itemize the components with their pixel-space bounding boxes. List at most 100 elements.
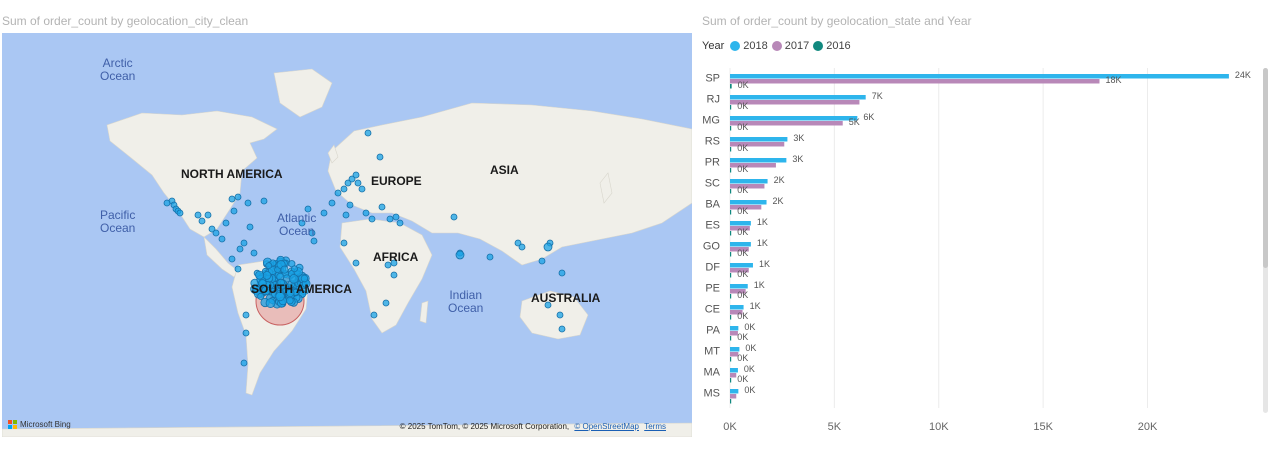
city-bubble[interactable]	[265, 262, 273, 270]
bar-2017[interactable]	[730, 331, 738, 336]
city-bubble[interactable]	[255, 270, 265, 280]
city-bubble[interactable]	[354, 179, 362, 187]
bubble-map[interactable]: NORTH AMERICA EUROPE ASIA AFRICA SOUTH A…	[2, 33, 692, 437]
city-bubble[interactable]	[384, 261, 392, 269]
city-bubble[interactable]	[320, 209, 328, 217]
bar-2016[interactable]	[730, 168, 732, 173]
city-bubble[interactable]	[228, 195, 236, 203]
chart-scrollbar-thumb[interactable]	[1263, 68, 1268, 268]
city-bubble[interactable]	[518, 243, 526, 251]
bar-2017[interactable]	[730, 163, 776, 168]
city-bubble[interactable]	[340, 185, 348, 193]
city-bubble[interactable]	[378, 203, 386, 211]
bar-2017[interactable]	[730, 289, 746, 294]
terms-link[interactable]: Terms	[644, 422, 666, 431]
city-bubble[interactable]	[390, 259, 398, 267]
bar-2017[interactable]	[730, 79, 1100, 84]
city-bubble[interactable]	[286, 288, 295, 298]
bar-2016[interactable]	[730, 399, 732, 404]
city-bubble[interactable]	[556, 311, 564, 319]
bar-2018[interactable]	[730, 95, 866, 100]
city-bubble[interactable]	[455, 250, 465, 260]
city-bubble[interactable]	[258, 279, 267, 288]
bar-2018[interactable]	[730, 74, 1229, 79]
city-bubble[interactable]	[310, 237, 318, 245]
city-bubble[interactable]	[176, 209, 184, 217]
city-bubble[interactable]	[234, 193, 242, 201]
city-bubble[interactable]	[236, 245, 244, 253]
bar-2016[interactable]	[730, 147, 732, 152]
bar-2017[interactable]	[730, 373, 737, 378]
bar-2016[interactable]	[730, 273, 732, 278]
city-bubble[interactable]	[390, 271, 398, 279]
bar-2018[interactable]	[730, 263, 753, 268]
bar-2018[interactable]	[730, 389, 739, 394]
city-bubble[interactable]	[304, 205, 312, 213]
bar-2016[interactable]	[730, 294, 732, 299]
city-bubble[interactable]	[334, 189, 342, 197]
bar-2018[interactable]	[730, 242, 751, 247]
bar-2017[interactable]	[730, 247, 749, 252]
bar-2018[interactable]	[730, 221, 751, 226]
city-bubble[interactable]	[352, 259, 360, 267]
bar-2018[interactable]	[730, 305, 744, 310]
bar-2018[interactable]	[730, 326, 739, 331]
bar-2017[interactable]	[730, 394, 737, 399]
city-bubble[interactable]	[242, 329, 250, 337]
city-bubble[interactable]	[382, 299, 390, 307]
city-bubble[interactable]	[342, 211, 350, 219]
city-bubble[interactable]	[308, 229, 316, 237]
city-bubble[interactable]	[222, 219, 230, 227]
city-bubble[interactable]	[340, 239, 348, 247]
city-bubble[interactable]	[558, 269, 566, 277]
city-bubble[interactable]	[212, 229, 220, 237]
legend-item-2018[interactable]: 2018	[730, 40, 768, 52]
bar-2016[interactable]	[730, 252, 732, 257]
city-bubble[interactable]	[386, 215, 394, 223]
bar-2016[interactable]	[730, 189, 732, 194]
bar-2016[interactable]	[730, 231, 732, 236]
city-bubble[interactable]	[362, 209, 370, 217]
bar-2018[interactable]	[730, 158, 787, 163]
legend-item-2016[interactable]: 2016	[813, 40, 851, 52]
city-bubble[interactable]	[240, 239, 248, 247]
city-bubble[interactable]	[348, 175, 356, 183]
city-bubble[interactable]	[358, 185, 366, 193]
city-bubble[interactable]	[352, 171, 360, 179]
city-bubble[interactable]	[252, 284, 260, 293]
openstreetmap-link[interactable]: © OpenStreetMap	[574, 422, 639, 431]
bar-2017[interactable]	[730, 310, 743, 315]
city-bubble[interactable]	[285, 296, 294, 305]
bar-2018[interactable]	[730, 284, 748, 289]
city-bubble[interactable]	[198, 217, 206, 225]
bar-2016[interactable]	[730, 357, 732, 362]
city-bubble[interactable]	[163, 199, 171, 207]
city-bubble[interactable]	[344, 179, 352, 187]
city-bubble[interactable]	[250, 249, 258, 257]
bar-2018[interactable]	[730, 368, 738, 373]
city-bubble[interactable]	[228, 255, 236, 263]
city-bubble[interactable]	[277, 278, 285, 287]
bar-2016[interactable]	[730, 126, 732, 131]
map-canvas[interactable]	[2, 33, 692, 437]
bar-2017[interactable]	[730, 100, 860, 105]
bar-2016[interactable]	[730, 84, 732, 89]
city-bubble[interactable]	[543, 242, 553, 252]
city-bubble[interactable]	[240, 359, 248, 367]
city-bubble[interactable]	[261, 286, 271, 296]
city-bubble[interactable]	[370, 311, 378, 319]
legend-item-2017[interactable]: 2017	[771, 40, 809, 52]
city-bubble[interactable]	[260, 197, 268, 205]
city-bubble[interactable]	[230, 207, 238, 215]
city-bubble[interactable]	[514, 239, 522, 247]
city-bubble[interactable]	[262, 271, 272, 280]
city-bubble[interactable]	[486, 253, 494, 261]
bar-2017[interactable]	[730, 121, 843, 126]
city-bubble[interactable]	[368, 215, 376, 223]
city-bubble[interactable]	[194, 211, 202, 219]
city-bubble[interactable]	[204, 211, 212, 219]
bar-2018[interactable]	[730, 347, 740, 352]
city-bubble[interactable]	[558, 325, 566, 333]
bar-2016[interactable]	[730, 105, 732, 110]
